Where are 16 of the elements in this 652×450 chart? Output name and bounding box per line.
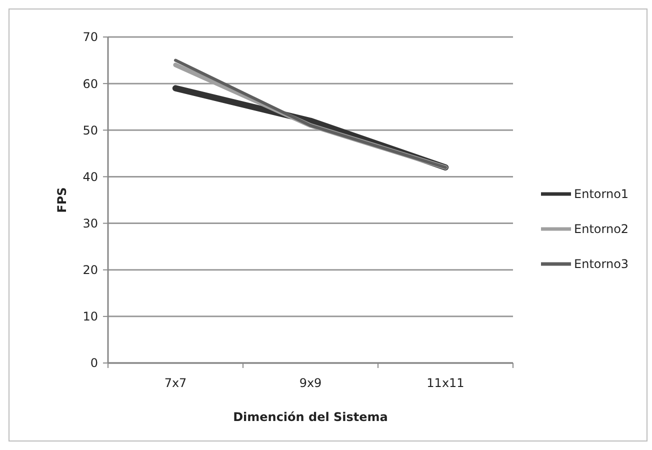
y-tick-label: 40 — [82, 170, 98, 184]
y-tick-label: 10 — [82, 310, 98, 324]
legend-label: Entorno2 — [574, 222, 629, 236]
y-tick-label: 20 — [82, 263, 98, 278]
y-tick-label: 70 — [82, 30, 98, 44]
x-tick-label: 9x9 — [299, 376, 322, 390]
x-tick-label: 11x11 — [426, 376, 464, 390]
y-axis-title: FPS — [55, 187, 69, 213]
y-tick-label: 60 — [82, 76, 98, 91]
legend-label: Entorno3 — [574, 257, 629, 272]
y-tick-label: 50 — [82, 123, 98, 138]
x-tick-label: 7x7 — [164, 376, 187, 390]
y-tick-label: 30 — [82, 216, 98, 230]
legend-label: Entorno1 — [574, 187, 629, 202]
y-tick-label: 0 — [90, 356, 98, 370]
x-axis-title: Dimención del Sistema — [233, 410, 388, 424]
